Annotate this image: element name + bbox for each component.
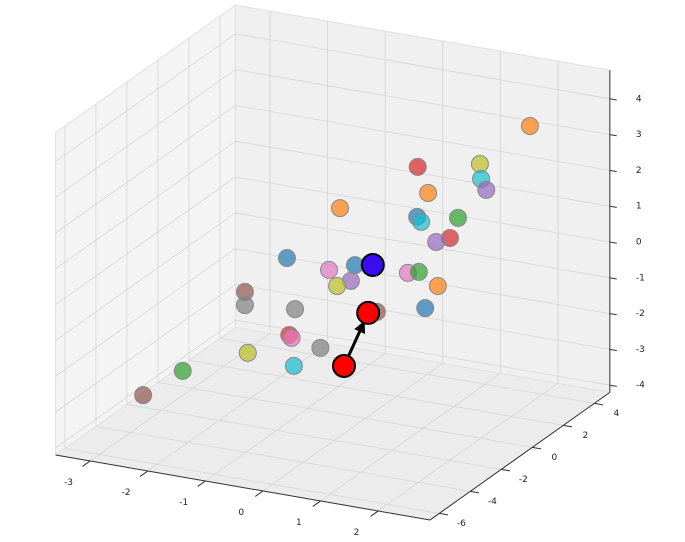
x-tick-label: -3: [64, 478, 73, 488]
point: [477, 180, 496, 199]
grid-line: [320, 373, 501, 502]
x-tick: [197, 480, 206, 487]
x-tick-label: -1: [179, 498, 188, 508]
point: [235, 296, 254, 315]
point: [412, 212, 431, 231]
y-tick: [594, 402, 604, 406]
grid-line: [64, 447, 440, 514]
grid-line: [55, 319, 236, 449]
z-tick: [609, 277, 617, 280]
grid-line: [55, 248, 236, 377]
grid-line: [377, 383, 559, 512]
point: [428, 276, 447, 295]
grid-line: [219, 337, 595, 404]
highlight-point: [356, 300, 381, 325]
z-tick-label: -1: [636, 273, 645, 283]
z-tick: [609, 241, 617, 244]
y-tick: [563, 424, 573, 428]
point: [419, 183, 438, 202]
y-tick-label: 2: [582, 431, 588, 441]
point: [427, 232, 446, 251]
grid-line: [235, 284, 610, 350]
z-tick: [609, 169, 617, 173]
grid-line: [55, 69, 236, 198]
y-tick-label: 0: [551, 453, 557, 463]
grid-line: [55, 33, 236, 162]
grid-line: [235, 176, 610, 243]
z-tick: [609, 348, 617, 352]
x-axis: [55, 454, 431, 521]
point: [284, 356, 303, 375]
y-tick-label: 4: [613, 409, 619, 419]
x-tick: [139, 470, 149, 477]
point: [286, 300, 305, 319]
z-tick-label: 4: [636, 94, 642, 104]
z-tick-label: -4: [636, 381, 645, 391]
grid-line: [235, 319, 610, 386]
grid-line: [126, 403, 502, 470]
grid-line: [262, 363, 444, 492]
y-tick: [439, 512, 449, 516]
grid-line: [55, 212, 236, 341]
point: [282, 328, 301, 347]
y-tick: [501, 468, 511, 472]
point: [277, 248, 296, 267]
z-tick-label: 0: [636, 238, 642, 248]
highlight-point: [331, 353, 356, 378]
point: [408, 157, 427, 176]
x-tick-label: 0: [238, 508, 244, 518]
grid-line: [205, 353, 386, 482]
grid-line: [55, 176, 236, 305]
point: [409, 262, 428, 281]
grid-line: [55, 105, 236, 234]
z-tick: [609, 98, 617, 101]
point: [416, 299, 435, 318]
x-tick-label: 2: [354, 528, 360, 538]
grid-line: [55, 284, 236, 413]
grid-line: [235, 69, 610, 135]
z-tick-label: 3: [636, 130, 642, 140]
y-axis: [429, 391, 611, 521]
z-tick-label: -2: [636, 309, 645, 319]
point: [173, 361, 192, 380]
y-tick: [532, 446, 542, 450]
grid-line: [235, 212, 610, 279]
y-tick: [470, 490, 480, 494]
point: [449, 208, 468, 227]
point: [320, 260, 339, 279]
grid-line: [235, 248, 610, 314]
point: [328, 277, 347, 296]
grid-line: [235, 33, 610, 100]
x-tick: [82, 460, 91, 467]
x-tick: [312, 500, 321, 507]
point: [238, 343, 257, 362]
point: [470, 155, 489, 174]
grid-line: [188, 359, 564, 426]
z-tick: [609, 134, 617, 137]
x-tick-label: 1: [296, 518, 302, 528]
z-tick-label: -3: [636, 345, 645, 355]
point: [134, 386, 153, 405]
y-tick-label: -2: [519, 475, 528, 485]
z-tick: [609, 205, 617, 208]
z-tick-label: 2: [636, 166, 642, 176]
z-tick-label: 1: [636, 202, 642, 212]
grid-line: [55, 140, 236, 270]
grid-line: [95, 425, 471, 492]
highlight-point: [360, 253, 385, 278]
y-tick-label: -4: [488, 497, 497, 507]
point: [311, 338, 330, 357]
grid-line: [235, 105, 610, 171]
grid-line: [157, 381, 533, 448]
point: [330, 199, 349, 218]
y-tick-label: -6: [457, 519, 466, 529]
x-tick-label: -2: [122, 488, 131, 498]
x-tick: [370, 510, 379, 517]
z-tick: [609, 384, 617, 387]
x-tick: [254, 490, 264, 497]
z-tick: [609, 313, 617, 316]
point: [520, 117, 539, 135]
